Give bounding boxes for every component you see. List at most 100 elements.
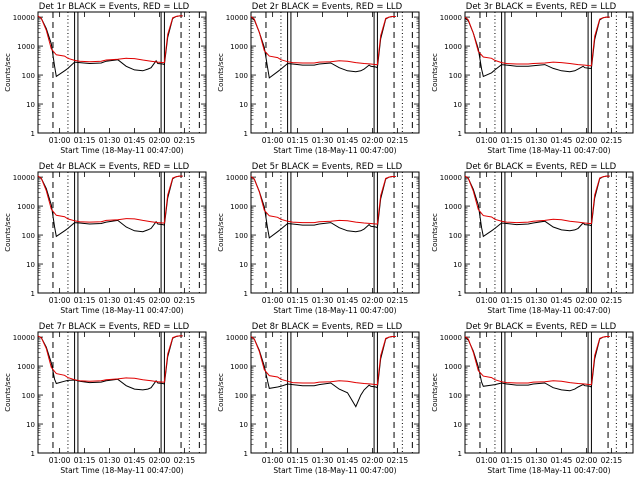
- y-tick-label: 1000: [230, 203, 248, 211]
- y-tick-label: 1: [31, 290, 35, 298]
- y-tick-label: 1: [244, 290, 248, 298]
- chart-panel-3: Det 3r BLACK = Events, RED = LLD 1 10 100 10…: [431, 2, 634, 155]
- y-axis-label: Counts/sec: [4, 373, 12, 412]
- chart-title: Det 9r BLACK = Events, RED = LLD: [466, 322, 617, 332]
- x-tick-label: 01:15: [74, 136, 96, 145]
- y-tick-label: 1000: [444, 203, 462, 211]
- y-axis-label: Counts/sec: [431, 373, 439, 412]
- y-tick-label: 100: [449, 72, 462, 80]
- series-line-lld: [250, 176, 396, 225]
- x-axis-label: Start Time (18-May-11 00:47:00): [60, 306, 183, 315]
- x-tick-label: 01:30: [312, 136, 334, 145]
- x-tick-label: 02:15: [601, 456, 623, 465]
- x-tick-label: 01:30: [312, 296, 334, 305]
- chart-title: Det 5r BLACK = Events, RED = LLD: [252, 162, 403, 172]
- y-tick-label: 10: [453, 261, 462, 269]
- x-tick-label: 01:45: [551, 456, 573, 465]
- y-tick-label: 1000: [230, 43, 248, 51]
- x-tick-label: 01:00: [262, 456, 284, 465]
- x-tick-label: 01:00: [49, 136, 71, 145]
- x-axis-label: Start Time (18-May-11 00:47:00): [273, 146, 396, 155]
- series-line-lld: [250, 16, 396, 66]
- y-tick-label: 100: [22, 392, 35, 400]
- y-tick-label: 10000: [440, 14, 462, 22]
- x-tick-label: 02:15: [601, 296, 623, 305]
- plot-frame: [464, 171, 634, 294]
- x-tick-label: 01:45: [337, 296, 359, 305]
- chart-title: Det 8r BLACK = Events, RED = LLD: [252, 322, 403, 332]
- y-tick-label: 1000: [230, 363, 248, 371]
- series-line-lld: [37, 335, 183, 383]
- x-tick-label: 01:30: [526, 456, 548, 465]
- plot-frame: [37, 331, 207, 454]
- x-tick-label: 01:30: [312, 456, 334, 465]
- chart-title: Det 3r BLACK = Events, RED = LLD: [466, 2, 617, 12]
- y-tick-label: 100: [235, 72, 248, 80]
- x-tick-label: 01:45: [124, 296, 146, 305]
- y-tick-label: 100: [449, 232, 462, 240]
- y-tick-label: 10: [26, 261, 35, 269]
- y-tick-label: 10000: [13, 174, 35, 182]
- series-line-lld: [464, 336, 610, 386]
- y-axis-label: Counts/sec: [4, 53, 12, 92]
- chart-panel-7: Det 7r BLACK = Events, RED = LLD 1 10 100 10…: [4, 322, 207, 475]
- x-tick-label: 01:30: [526, 136, 548, 145]
- y-axis-label: Counts/sec: [431, 213, 439, 252]
- x-tick-label: 01:00: [49, 296, 71, 305]
- x-tick-label: 01:15: [74, 296, 96, 305]
- plot-frame: [250, 11, 420, 134]
- x-tick-label: 01:30: [99, 136, 121, 145]
- y-tick-label: 100: [235, 392, 248, 400]
- y-tick-label: 10: [453, 421, 462, 429]
- x-tick-label: 02:00: [362, 136, 384, 145]
- x-tick-label: 01:30: [526, 296, 548, 305]
- plot-frame: [250, 171, 420, 294]
- x-axis-label: Start Time (18-May-11 00:47:00): [60, 146, 183, 155]
- x-axis-label: Start Time (18-May-11 00:47:00): [273, 466, 396, 475]
- x-tick-label: 01:15: [287, 456, 309, 465]
- chart-panel-9: Det 9r BLACK = Events, RED = LLD 1 10 100 10…: [431, 322, 634, 475]
- x-axis-label: Start Time (18-May-11 00:47:00): [273, 306, 396, 315]
- plot-frame: [37, 11, 207, 134]
- series-line-lld: [464, 16, 610, 67]
- x-tick-label: 02:00: [576, 296, 598, 305]
- x-tick-label: 01:00: [476, 136, 498, 145]
- x-tick-label: 01:00: [476, 296, 498, 305]
- x-axis-label: Start Time (18-May-11 00:47:00): [487, 466, 610, 475]
- chart-title: Det 2r BLACK = Events, RED = LLD: [252, 2, 403, 12]
- x-tick-label: 01:00: [476, 456, 498, 465]
- y-tick-label: 1: [458, 130, 462, 138]
- y-axis-label: Counts/sec: [217, 213, 225, 252]
- x-tick-label: 02:15: [174, 456, 196, 465]
- plot-frame: [250, 331, 420, 454]
- y-axis-label: Counts/sec: [217, 373, 225, 412]
- x-axis-label: Start Time (18-May-11 00:47:00): [487, 306, 610, 315]
- y-tick-label: 10000: [226, 14, 248, 22]
- x-tick-label: 01:45: [337, 136, 359, 145]
- x-tick-label: 02:00: [149, 136, 171, 145]
- x-tick-label: 02:15: [387, 456, 409, 465]
- chart-panel-1: Det 1r BLACK = Events, RED = LLD 1 10 100 10…: [4, 2, 207, 155]
- x-tick-label: 01:00: [262, 296, 284, 305]
- x-tick-label: 01:30: [99, 456, 121, 465]
- y-tick-label: 10: [26, 101, 35, 109]
- y-tick-label: 10000: [440, 174, 462, 182]
- series-line-lld: [464, 175, 610, 224]
- x-tick-label: 01:15: [287, 296, 309, 305]
- y-tick-label: 10: [239, 261, 248, 269]
- x-tick-label: 01:00: [49, 456, 71, 465]
- x-tick-label: 01:45: [124, 136, 146, 145]
- x-tick-label: 01:15: [74, 456, 96, 465]
- x-tick-label: 01:45: [551, 136, 573, 145]
- y-axis-label: Counts/sec: [217, 53, 225, 92]
- y-tick-label: 1: [244, 450, 248, 458]
- plot-frame: [464, 11, 634, 134]
- y-tick-label: 10: [239, 101, 248, 109]
- y-tick-label: 10000: [440, 334, 462, 342]
- y-tick-label: 1: [31, 450, 35, 458]
- y-tick-label: 1: [458, 290, 462, 298]
- y-tick-label: 1: [244, 130, 248, 138]
- x-tick-label: 01:15: [501, 296, 523, 305]
- x-tick-label: 02:00: [149, 296, 171, 305]
